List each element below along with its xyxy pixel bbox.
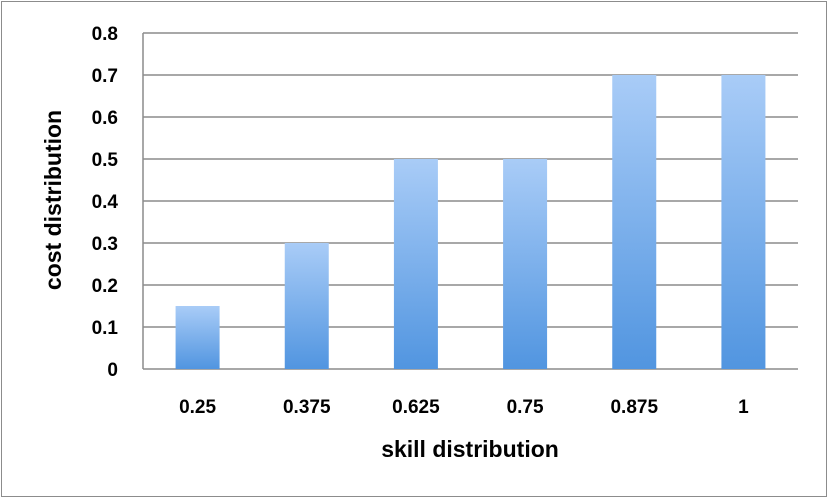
y-tick-label: 0.5 <box>92 150 119 171</box>
bar <box>503 159 548 369</box>
y-tick-label: 0.3 <box>92 234 118 255</box>
bar <box>612 75 657 369</box>
y-tick-label: 0 <box>107 360 118 381</box>
y-tick-label: 0.2 <box>92 276 118 297</box>
x-tick-label: 0.375 <box>283 397 331 418</box>
x-tick-label: 0.875 <box>610 397 658 418</box>
bar <box>393 159 438 369</box>
x-axis-title: skill distribution <box>381 436 559 462</box>
bar <box>175 306 220 369</box>
x-tick-label: 0.75 <box>507 397 544 418</box>
x-tick-label: 0.25 <box>179 397 216 418</box>
y-tick-label: 0.6 <box>92 108 118 129</box>
y-axis-ticks: 0 0.1 0.2 0.3 0.4 0.5 0.6 0.7 0.8 <box>92 24 119 381</box>
y-tick-label: 0.7 <box>92 66 118 87</box>
y-tick-label: 0.4 <box>92 192 119 213</box>
y-tick-label: 0.8 <box>92 24 118 45</box>
bars <box>175 75 766 369</box>
y-tick-label: 0.1 <box>92 318 119 339</box>
bar <box>721 75 766 369</box>
gridlines <box>142 32 798 370</box>
x-tick-label: 1 <box>738 397 749 418</box>
x-axis-ticks: 0.25 0.375 0.625 0.75 0.875 1 <box>179 397 749 418</box>
bar <box>284 243 329 369</box>
y-axis-title: cost distribution <box>40 110 66 290</box>
x-tick-label: 0.625 <box>392 397 440 418</box>
